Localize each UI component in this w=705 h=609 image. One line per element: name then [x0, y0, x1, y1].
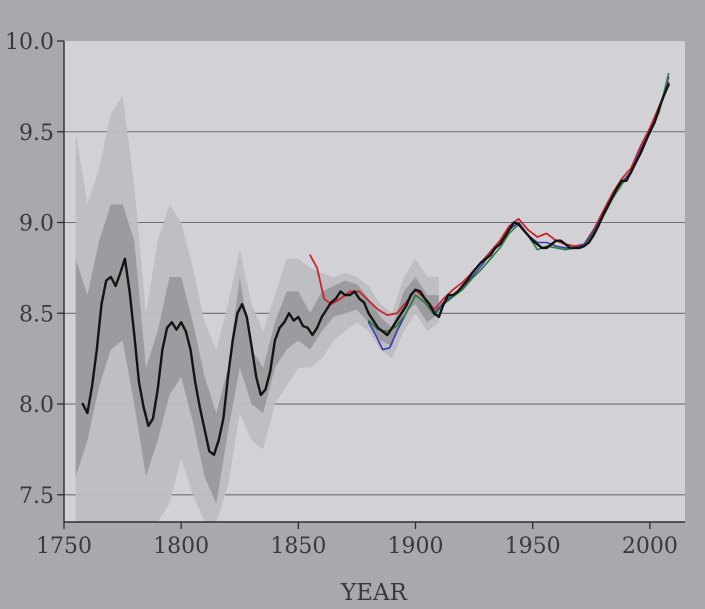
y-tick-label: 8.5	[19, 302, 54, 327]
x-tick-label: 1850	[270, 534, 326, 559]
y-tick-label: 8.0	[19, 393, 54, 418]
inner-uncertainty-band	[75, 204, 439, 504]
uncertainty-bands	[75, 95, 439, 522]
outer-uncertainty-band	[75, 95, 439, 522]
y-tick-label: 7.5	[19, 484, 54, 509]
axes	[63, 41, 685, 523]
x-tick-label: 2000	[622, 534, 678, 559]
series-lines	[81, 72, 670, 456]
series-line-black	[81, 83, 670, 456]
x-tick-label: 1800	[153, 534, 209, 559]
series-line-red	[309, 81, 670, 317]
x-tick-label: 1750	[36, 534, 92, 559]
y-tick-label: 10.0	[5, 30, 54, 55]
tick-marks	[57, 40, 651, 529]
x-tick-label: 1950	[505, 534, 561, 559]
x-tick-label: 1900	[388, 534, 444, 559]
y-tick-label: 9.5	[19, 121, 54, 146]
x-axis-title: YEAR	[340, 580, 408, 606]
y-tick-label: 9.0	[19, 212, 54, 237]
tick-labels: 7.5 8.0 8.5 9.0 9.5 10.0 1750 1800 1850 1900 1950 2…	[5, 30, 678, 559]
